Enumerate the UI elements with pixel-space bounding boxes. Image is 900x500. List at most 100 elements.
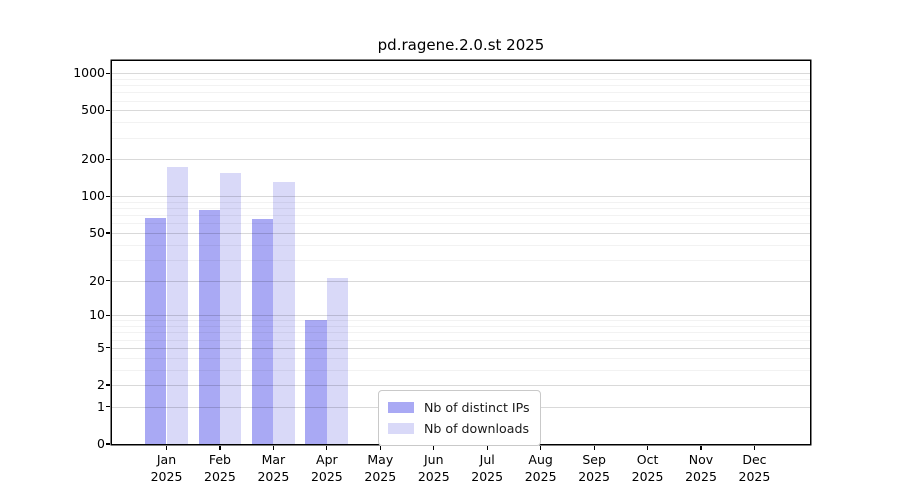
bar-distinct-ips bbox=[252, 219, 274, 444]
bar-downloads bbox=[273, 181, 295, 444]
y-tick-label: 50 bbox=[89, 225, 105, 241]
minor-gridline bbox=[112, 244, 810, 246]
y-tick-mark bbox=[106, 314, 110, 316]
major-gridline bbox=[112, 233, 810, 235]
x-tick-year: 2025 bbox=[471, 469, 504, 484]
bars-layer bbox=[112, 61, 810, 444]
x-tick-mark bbox=[700, 445, 702, 450]
legend-item: Nb of downloads bbox=[388, 418, 530, 439]
y-tick-mark bbox=[106, 109, 110, 112]
x-tick-year: 2025 bbox=[257, 469, 290, 484]
x-tick-label: Oct 2025 bbox=[616, 451, 680, 485]
x-tick-month: Sep bbox=[582, 452, 606, 467]
minor-gridline bbox=[112, 339, 810, 341]
x-tick-mark bbox=[326, 445, 328, 450]
x-tick-mark bbox=[433, 445, 435, 450]
minor-gridline bbox=[112, 100, 810, 102]
y-tick-label: 2 bbox=[97, 377, 105, 393]
major-gridline bbox=[112, 159, 810, 161]
x-tick-mark bbox=[272, 445, 274, 450]
x-tick-label: Mar 2025 bbox=[241, 451, 305, 485]
x-tick-mark bbox=[753, 445, 756, 450]
x-tick-mark bbox=[486, 445, 488, 450]
x-tick-label: Nov 2025 bbox=[669, 451, 733, 485]
y-tick-label: 200 bbox=[81, 151, 105, 167]
minor-gridline bbox=[112, 122, 810, 124]
y-tick-mark bbox=[106, 72, 110, 74]
x-tick-label: Feb 2025 bbox=[188, 451, 252, 485]
x-tick-year: 2025 bbox=[310, 469, 343, 484]
major-gridline bbox=[112, 280, 810, 282]
x-tick-mark bbox=[593, 445, 595, 450]
x-tick-month: Nov bbox=[688, 452, 714, 467]
y-tick-mark bbox=[106, 347, 110, 349]
bar-downloads bbox=[166, 167, 188, 444]
y-tick-mark bbox=[106, 232, 110, 234]
major-gridline bbox=[112, 385, 810, 387]
minor-gridline bbox=[112, 259, 810, 261]
x-tick-month: Jul bbox=[479, 452, 495, 467]
bar-downloads bbox=[326, 278, 349, 444]
major-gridline bbox=[112, 315, 810, 317]
x-tick-label: Apr 2025 bbox=[295, 451, 359, 485]
minor-gridline bbox=[112, 369, 810, 371]
y-tick-label: 1000 bbox=[73, 65, 105, 81]
x-tick-month: Mar bbox=[261, 452, 286, 467]
minor-gridline bbox=[112, 78, 810, 80]
x-tick-year: 2025 bbox=[364, 469, 397, 484]
x-tick-year: 2025 bbox=[738, 469, 771, 484]
x-tick-month: Jun bbox=[423, 452, 444, 467]
minor-gridline bbox=[112, 85, 810, 87]
bar-distinct-ips bbox=[198, 210, 220, 444]
y-tick-label: 0 bbox=[97, 436, 105, 451]
bar-distinct-ips bbox=[145, 217, 167, 444]
legend-item: Nb of distinct IPs bbox=[388, 397, 530, 418]
minor-gridline bbox=[112, 92, 810, 94]
y-tick-mark bbox=[106, 443, 110, 445]
major-gridline bbox=[112, 196, 810, 198]
x-tick-label: Jan 2025 bbox=[135, 451, 199, 485]
y-tick-label: 20 bbox=[89, 272, 105, 288]
x-tick-year: 2025 bbox=[631, 469, 664, 484]
legend-swatch-downloads bbox=[388, 423, 414, 434]
minor-gridline bbox=[112, 357, 810, 359]
y-tick-mark bbox=[106, 158, 110, 161]
minor-gridline bbox=[112, 326, 810, 328]
x-tick-month: Aug bbox=[528, 452, 553, 467]
y-tick-mark bbox=[106, 280, 110, 282]
major-gridline bbox=[112, 347, 810, 349]
bar-distinct-ips bbox=[305, 320, 327, 444]
x-tick-year: 2025 bbox=[417, 469, 450, 484]
x-tick-label: May 2025 bbox=[348, 451, 412, 485]
x-tick-mark bbox=[219, 445, 221, 450]
x-tick-mark bbox=[165, 445, 168, 450]
grid-layer bbox=[112, 61, 810, 444]
chart-title: pd.ragene.2.0.st 2025 bbox=[377, 36, 545, 54]
x-tick-year: 2025 bbox=[524, 469, 557, 484]
x-tick-year: 2025 bbox=[685, 469, 717, 484]
x-tick-year: 2025 bbox=[150, 469, 183, 484]
y-tick-label: 1 bbox=[97, 398, 105, 414]
y-tick-label: 10 bbox=[89, 307, 105, 323]
x-tick-label: Dec 2025 bbox=[722, 451, 786, 485]
x-tick-month: Apr bbox=[316, 452, 338, 467]
x-tick-month: May bbox=[367, 452, 394, 467]
y-tick-label: 5 bbox=[97, 339, 105, 355]
minor-gridline bbox=[112, 137, 810, 139]
x-tick-label: Sep 2025 bbox=[562, 451, 626, 485]
minor-gridline bbox=[112, 201, 810, 203]
minor-gridline bbox=[112, 332, 810, 334]
x-tick-mark bbox=[540, 445, 542, 450]
major-gridline bbox=[112, 73, 810, 75]
x-tick-mark bbox=[646, 445, 649, 450]
y-tick-mark bbox=[106, 195, 110, 197]
x-tick-year: 2025 bbox=[204, 469, 236, 484]
major-gridline bbox=[112, 110, 810, 112]
x-tick-label: Jun 2025 bbox=[402, 451, 466, 485]
x-tick-month: Jan bbox=[156, 452, 177, 467]
x-tick-month: Feb bbox=[208, 452, 231, 467]
legend-label: Nb of distinct IPs bbox=[424, 400, 530, 415]
minor-gridline bbox=[112, 320, 810, 322]
legend-swatch-distinct-ips bbox=[388, 402, 414, 413]
